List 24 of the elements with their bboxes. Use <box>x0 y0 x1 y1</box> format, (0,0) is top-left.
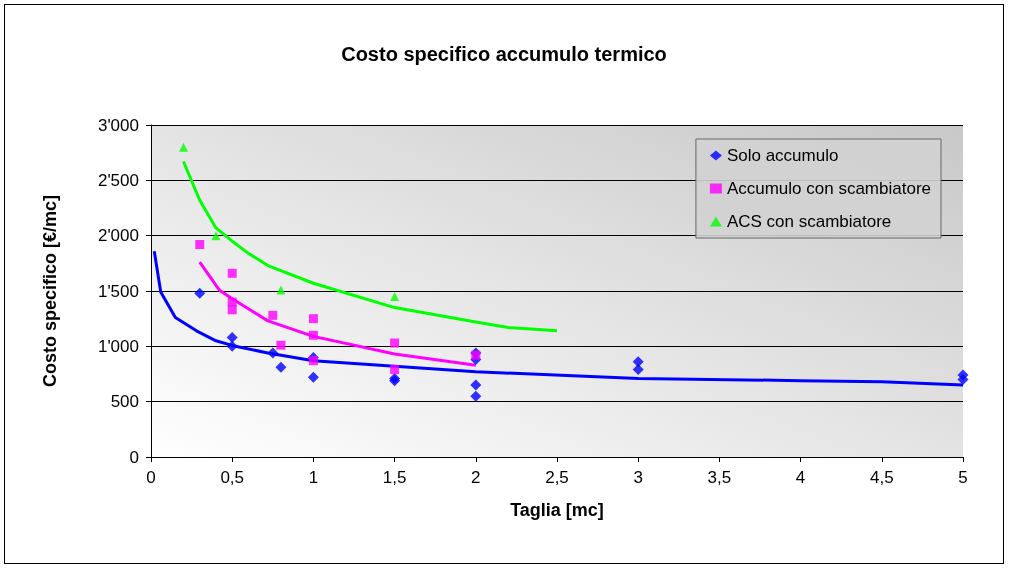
y-tick-label: 0 <box>129 447 139 467</box>
x-tick-label: 4,5 <box>869 468 894 487</box>
x-tick-label: 2,5 <box>545 468 569 487</box>
x-tick-label: 1,5 <box>382 468 407 487</box>
legend-label: Solo accumulo <box>726 146 839 165</box>
y-axis-title: Costo specifico [€/mc] <box>40 194 60 388</box>
x-tick-label: 3,5 <box>707 468 732 487</box>
x-tick-label: 0 <box>146 468 156 487</box>
x-tick-label: 4 <box>795 468 806 487</box>
x-tick-label: 1 <box>308 468 319 487</box>
x-tick-label: 3 <box>633 468 643 487</box>
y-tick-label: 3'000 <box>97 115 139 135</box>
legend-label: ACS con scambiatore <box>726 212 892 231</box>
y-tick-label: 1'000 <box>97 336 139 356</box>
x-tick-label: 5 <box>958 468 968 487</box>
x-axis-title: Taglia [mc] <box>510 500 604 520</box>
x-tick-label: 2 <box>471 468 481 487</box>
y-tick-label: 1'500 <box>97 281 139 301</box>
y-tick-label: 500 <box>110 392 139 412</box>
y-tick-label: 2'500 <box>97 170 139 190</box>
y-tick-label: 2'000 <box>97 226 139 246</box>
x-tick-label: 0,5 <box>220 468 245 487</box>
legend-label: Accumulo con scambiatore <box>726 179 931 198</box>
chart-title: Costo specifico accumulo termico <box>341 43 667 65</box>
